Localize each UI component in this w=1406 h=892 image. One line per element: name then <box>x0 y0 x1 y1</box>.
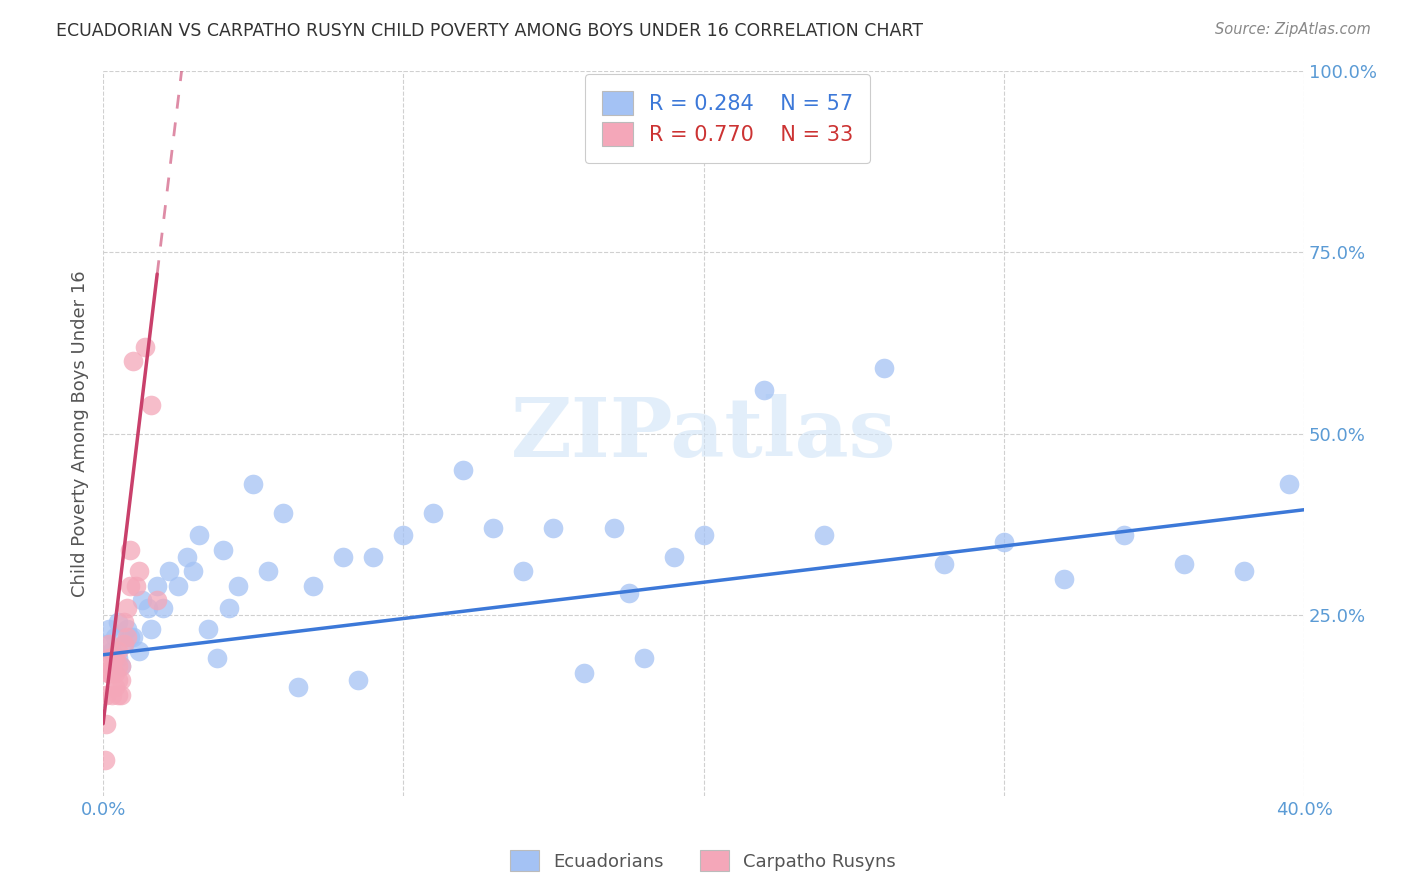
Point <box>107 651 129 665</box>
Point <box>146 593 169 607</box>
Point <box>107 658 129 673</box>
Point <box>287 681 309 695</box>
Point <box>242 477 264 491</box>
Point <box>932 557 955 571</box>
Point <box>226 579 249 593</box>
Point <box>107 615 129 629</box>
Point <box>104 651 127 665</box>
Point <box>98 665 121 680</box>
Point <box>188 528 211 542</box>
Legend: R = 0.284    N = 57, R = 0.770    N = 33: R = 0.284 N = 57, R = 0.770 N = 33 <box>585 74 870 163</box>
Point <box>302 579 325 593</box>
Point <box>110 673 132 687</box>
Point <box>97 665 120 680</box>
Point <box>197 623 219 637</box>
Point <box>115 630 138 644</box>
Point <box>101 644 124 658</box>
Text: ZIPatlas: ZIPatlas <box>510 393 897 474</box>
Text: ECUADORIAN VS CARPATHO RUSYN CHILD POVERTY AMONG BOYS UNDER 16 CORRELATION CHART: ECUADORIAN VS CARPATHO RUSYN CHILD POVER… <box>56 22 924 40</box>
Point <box>93 753 115 767</box>
Point <box>110 658 132 673</box>
Point <box>136 600 159 615</box>
Point <box>94 716 117 731</box>
Point <box>98 623 121 637</box>
Point <box>212 542 235 557</box>
Point <box>512 565 534 579</box>
Text: Source: ZipAtlas.com: Source: ZipAtlas.com <box>1215 22 1371 37</box>
Point <box>107 644 129 658</box>
Point <box>128 644 150 658</box>
Point <box>98 637 121 651</box>
Point <box>218 600 240 615</box>
Point <box>271 507 294 521</box>
Point <box>141 398 163 412</box>
Point <box>104 681 127 695</box>
Point <box>205 651 228 665</box>
Point <box>167 579 190 593</box>
Point <box>104 630 127 644</box>
Point <box>141 623 163 637</box>
Point <box>101 651 124 665</box>
Point <box>94 688 117 702</box>
Point <box>146 579 169 593</box>
Point <box>1053 572 1076 586</box>
Point <box>134 340 156 354</box>
Point <box>482 521 505 535</box>
Point <box>453 463 475 477</box>
Y-axis label: Child Poverty Among Boys Under 16: Child Poverty Among Boys Under 16 <box>72 270 89 597</box>
Point <box>128 565 150 579</box>
Point <box>104 665 127 680</box>
Point <box>633 651 655 665</box>
Point <box>122 630 145 644</box>
Point <box>1173 557 1195 571</box>
Point <box>120 579 142 593</box>
Point <box>131 593 153 607</box>
Point <box>101 688 124 702</box>
Point <box>176 549 198 564</box>
Point <box>112 615 135 629</box>
Point <box>94 637 117 651</box>
Point <box>347 673 370 687</box>
Point <box>873 361 896 376</box>
Point <box>107 673 129 687</box>
Point <box>363 549 385 564</box>
Point <box>112 637 135 651</box>
Point <box>813 528 835 542</box>
Point <box>332 549 354 564</box>
Point <box>662 549 685 564</box>
Point <box>101 665 124 680</box>
Point <box>392 528 415 542</box>
Point <box>181 565 204 579</box>
Point <box>257 565 280 579</box>
Point <box>115 600 138 615</box>
Point <box>120 542 142 557</box>
Point <box>120 630 142 644</box>
Point <box>543 521 565 535</box>
Point <box>107 688 129 702</box>
Point <box>98 651 121 665</box>
Point <box>692 528 714 542</box>
Point <box>115 623 138 637</box>
Point <box>101 658 124 673</box>
Point <box>993 535 1015 549</box>
Point <box>572 665 595 680</box>
Point <box>752 383 775 397</box>
Point <box>602 521 624 535</box>
Point <box>152 600 174 615</box>
Point <box>1112 528 1135 542</box>
Point <box>422 507 444 521</box>
Point <box>122 354 145 368</box>
Legend: Ecuadorians, Carpatho Rusyns: Ecuadorians, Carpatho Rusyns <box>503 843 903 879</box>
Point <box>110 658 132 673</box>
Point <box>617 586 640 600</box>
Point <box>1278 477 1301 491</box>
Point <box>110 688 132 702</box>
Point <box>157 565 180 579</box>
Point <box>1233 565 1256 579</box>
Point <box>125 579 148 593</box>
Point <box>112 637 135 651</box>
